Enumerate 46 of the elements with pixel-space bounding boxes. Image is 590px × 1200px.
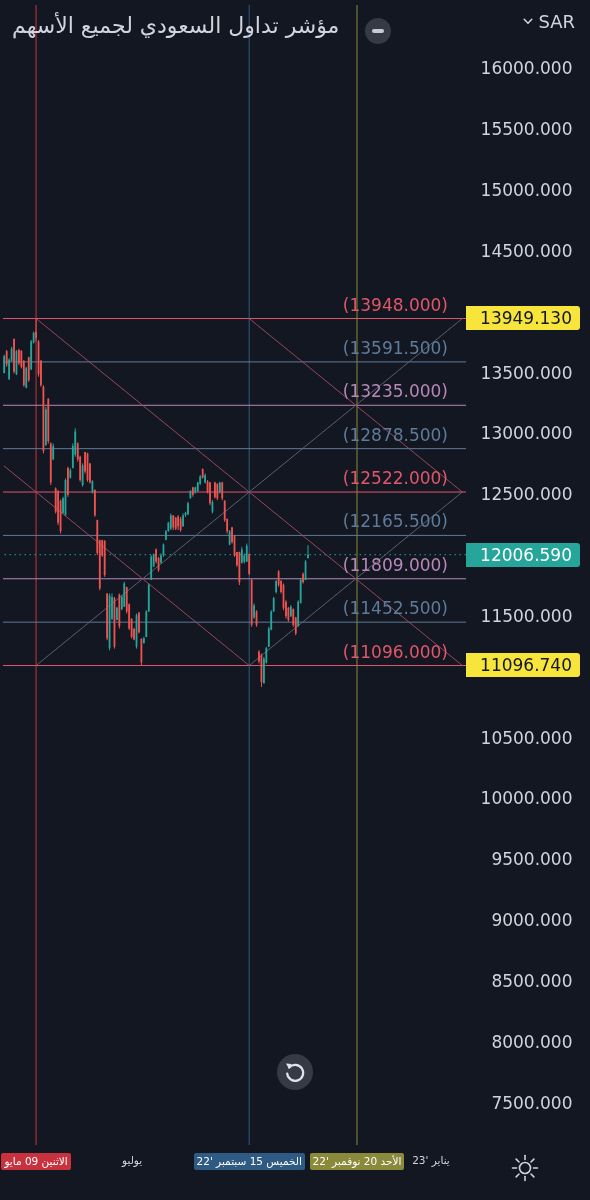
line-series xyxy=(3,465,250,667)
y-tick-label: 12500.000 xyxy=(480,484,573,505)
candlestick xyxy=(106,592,109,641)
candlestick xyxy=(18,348,20,366)
y-tick-label: 7500.000 xyxy=(491,1092,573,1113)
line-series xyxy=(248,318,463,493)
y-tick-label: 15500.000 xyxy=(480,119,573,140)
y-tick-label: 13000.000 xyxy=(480,423,573,444)
candlestick xyxy=(81,462,84,488)
y-tick-label: 9000.000 xyxy=(491,910,573,931)
y-tick-label: 13500.000 xyxy=(480,362,573,383)
y-tick-label: 11500.000 xyxy=(480,605,573,626)
y-tick-label: 15000.000 xyxy=(480,180,573,201)
candlestick xyxy=(27,356,30,383)
ref-line-label: (12522.000) xyxy=(342,468,448,489)
chart-title: مؤشر تداول السعودي لجميع الأسهم xyxy=(12,13,340,38)
x-tick-label: يناير '23 xyxy=(412,1153,450,1167)
y-tick-label: 16000.000 xyxy=(480,58,573,79)
y-tick-label: 11096.740 xyxy=(466,653,580,678)
candlestick xyxy=(123,581,126,608)
line-series xyxy=(248,491,463,667)
y-axis-title: SAR xyxy=(538,11,575,32)
y-tick-label: 10000.000 xyxy=(480,788,573,809)
y-tick-label: 13949.130 xyxy=(466,306,580,331)
x-tick-label: الخميس 15 سبتمبر '22 xyxy=(193,1153,305,1170)
ref-line-label: (13591.500) xyxy=(342,337,448,358)
y-tick-label: 10500.000 xyxy=(480,727,573,748)
candlestick xyxy=(138,611,140,634)
ref-line-label: (13948.000) xyxy=(342,294,448,315)
y-tick-label: 8500.000 xyxy=(491,970,573,991)
y-tick-label: 14500.000 xyxy=(480,240,573,261)
candlestick xyxy=(116,606,118,621)
y-tick-label: 8000.000 xyxy=(491,1031,573,1052)
x-tick-label: الاثنين 09 مايو xyxy=(1,1153,71,1170)
ref-line-label: (13235.000) xyxy=(342,381,448,402)
candlestick xyxy=(248,552,251,576)
ref-line-label: (11096.000) xyxy=(342,641,448,662)
ref-line-label: (12165.500) xyxy=(342,511,448,532)
x-tick-label: الأحد 20 نوفمبر '22 xyxy=(309,1153,405,1170)
y-tick-label: 12006.590 xyxy=(466,542,580,567)
x-tick-label: يوليو xyxy=(121,1153,143,1167)
y-tick-label: 9500.000 xyxy=(491,849,573,870)
ref-line-label: (11809.000) xyxy=(342,554,448,575)
candlestick xyxy=(302,572,304,585)
candlestick xyxy=(204,472,206,485)
candlestick xyxy=(253,602,255,620)
